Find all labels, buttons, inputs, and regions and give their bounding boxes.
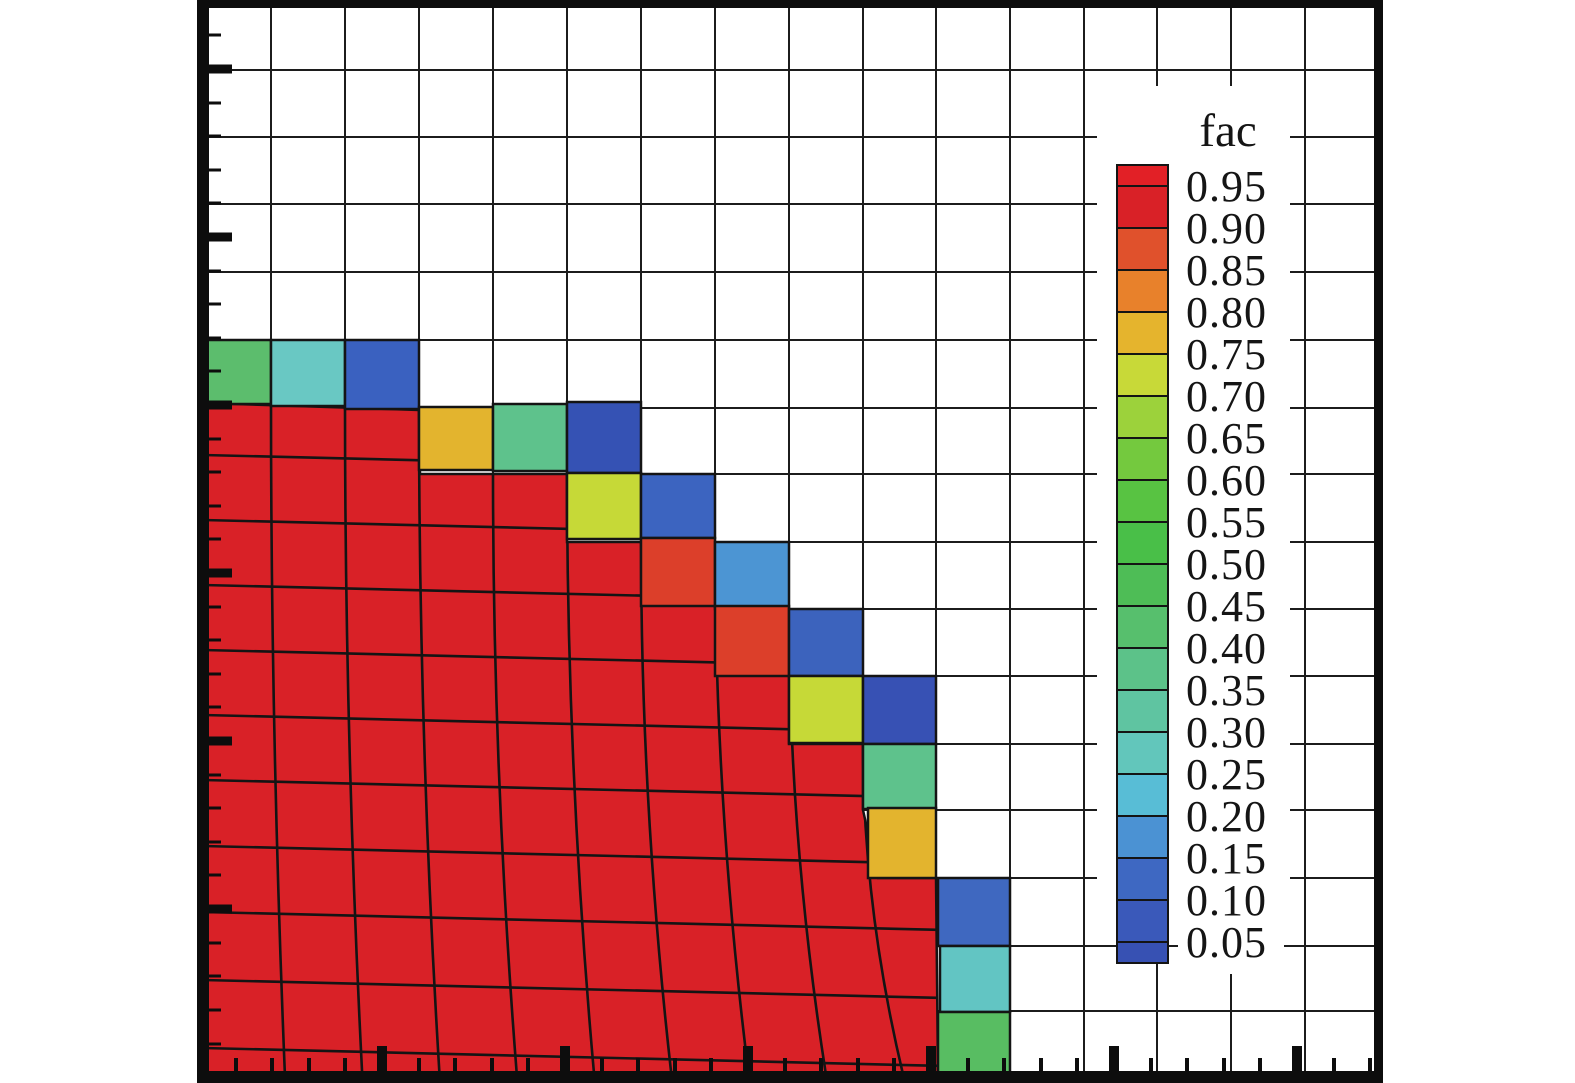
- legend-level-label: 0.30: [1186, 708, 1267, 757]
- legend-swatch: [1116, 311, 1169, 355]
- legend-swatch: [1116, 689, 1169, 733]
- legend-title: fac: [1199, 105, 1256, 157]
- legend-swatch: [1116, 269, 1169, 313]
- legend-swatch: [1116, 185, 1169, 229]
- red-mesh-row: [203, 978, 938, 1000]
- legend-labels: 0.950.900.850.800.750.700.650.600.550.50…: [1186, 162, 1267, 967]
- legend-level-label: 0.65: [1186, 414, 1267, 463]
- axis-ticks: [209, 33, 1372, 1071]
- legend-level-label: 0.70: [1186, 372, 1267, 421]
- mesh-cell: [491, 402, 569, 473]
- legend-swatch: [1116, 647, 1169, 691]
- legend-level-label: 0.05: [1186, 918, 1267, 967]
- legend-swatch: [1116, 437, 1169, 481]
- plot-frame: [197, 0, 1383, 1083]
- frame-top: [197, 0, 1383, 8]
- legend-swatch: [1116, 815, 1169, 859]
- mesh-cell: [936, 1010, 1012, 1076]
- mesh-cell: [861, 742, 938, 811]
- mesh-cell: [787, 674, 865, 745]
- legend-swatch: [1116, 395, 1169, 439]
- red-mesh-col: [639, 541, 673, 1074]
- red-mesh-col: [343, 405, 364, 1074]
- legend-level-label: 0.45: [1186, 582, 1267, 631]
- legend-swatch: [1116, 857, 1169, 901]
- legend: [1097, 86, 1290, 974]
- legend-swatch: [1116, 899, 1169, 943]
- mesh-cell: [938, 944, 1012, 1014]
- mesh-cell: [861, 674, 938, 746]
- mesh-cell: [787, 607, 865, 678]
- legend-level-label: 0.55: [1186, 498, 1267, 547]
- interface-cells: [201, 338, 1012, 1076]
- legend-level-label: 0.50: [1186, 540, 1267, 589]
- legend-swatch: [1116, 521, 1169, 565]
- mesh-cell: [565, 471, 643, 541]
- legend-swatch: [1116, 563, 1169, 607]
- red-mesh-row: [203, 844, 938, 866]
- mesh-cell: [343, 338, 421, 411]
- mesh-cell: [936, 876, 1012, 948]
- mesh-cell: [417, 405, 495, 472]
- legend-swatch: [1116, 227, 1169, 271]
- mesh-cell: [713, 540, 791, 609]
- legend-swatch: [1116, 353, 1169, 397]
- mesh-cell: [639, 536, 717, 608]
- mesh-cell: [639, 472, 717, 540]
- legend-swatch: [1116, 164, 1169, 187]
- mesh-cell: [565, 400, 643, 475]
- legend-level-label: 0.60: [1186, 456, 1267, 505]
- legend-level-label: 0.90: [1186, 204, 1267, 253]
- legend-level-label: 0.15: [1186, 834, 1267, 883]
- red-mesh-row: [203, 778, 938, 800]
- red-zone-mesh-lines: [203, 403, 938, 1074]
- legend-swatch: [1116, 731, 1169, 775]
- legend-level-label: 0.35: [1186, 666, 1267, 715]
- legend-level-label: 0.20: [1186, 792, 1267, 841]
- frame-bottom: [197, 1071, 1383, 1083]
- mesh-cell: [866, 806, 938, 880]
- legend-swatch: [1116, 605, 1169, 649]
- red-mesh-col: [565, 473, 596, 1074]
- legend-swatch: [1116, 941, 1169, 964]
- mesh-cell: [269, 338, 347, 408]
- red-mesh-col: [491, 473, 519, 1074]
- legend-swatch: [1116, 773, 1169, 817]
- frame-left: [197, 0, 209, 1083]
- legend-level-label: 0.25: [1186, 750, 1267, 799]
- legend-level-label: 0.85: [1186, 246, 1267, 295]
- frame-right: [1374, 0, 1383, 1083]
- legend-swatch: [1116, 479, 1169, 523]
- mesh-cell: [713, 604, 791, 678]
- legend-level-label: 0.10: [1186, 876, 1267, 925]
- legend-level-label: 0.75: [1186, 330, 1267, 379]
- legend-level-label: 0.95: [1186, 162, 1267, 211]
- legend-level-label: 0.40: [1186, 624, 1267, 673]
- red-mesh-row: [203, 910, 938, 932]
- red-zone-mesh: [201, 401, 940, 1076]
- legend-bottom-patch: [1178, 918, 1284, 974]
- red-mesh-col: [417, 409, 441, 1074]
- legend-level-label: 0.80: [1186, 288, 1267, 337]
